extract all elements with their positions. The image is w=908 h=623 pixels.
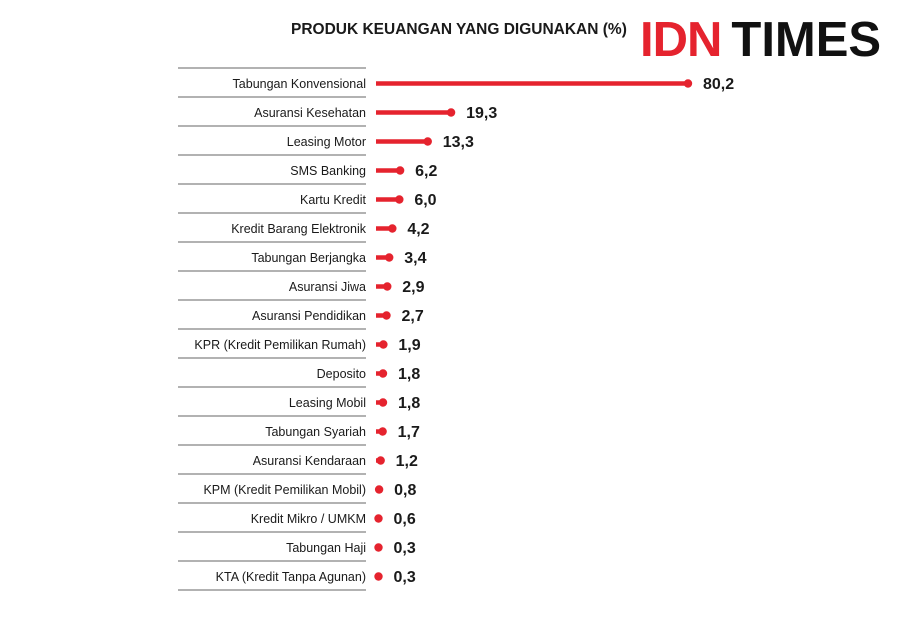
value-label: 13,3 xyxy=(443,134,474,151)
bar-dot xyxy=(423,137,432,146)
value-label: 1,8 xyxy=(398,395,420,412)
value-label: 4,2 xyxy=(407,221,429,238)
bar-dot xyxy=(378,398,388,407)
category-label: Tabungan Haji xyxy=(286,541,366,555)
category-label: Asuransi Kendaraan xyxy=(253,454,366,468)
category-label: Kredit Barang Elektronik xyxy=(231,222,367,236)
category-label: Tabungan Konvensional xyxy=(233,77,366,91)
value-label: 0,8 xyxy=(394,482,416,499)
bar-dot xyxy=(374,485,384,494)
value-label: 0,6 xyxy=(394,511,416,528)
logo-times-text: TIMES xyxy=(731,13,882,67)
value-label: 19,3 xyxy=(466,105,497,122)
category-label: Asuransi Jiwa xyxy=(289,280,366,294)
category-label: KTA (Kredit Tanpa Agunan) xyxy=(216,570,366,584)
value-label: 1,8 xyxy=(398,366,420,383)
category-label: Leasing Motor xyxy=(287,135,366,149)
value-label: 1,9 xyxy=(398,337,420,354)
category-label: SMS Banking xyxy=(290,164,366,178)
category-label: Asuransi Kesehatan xyxy=(254,106,366,120)
category-label: Kartu Kredit xyxy=(300,193,367,207)
bar-dot xyxy=(374,572,383,581)
category-label: Leasing Mobil xyxy=(289,396,366,410)
value-label: 2,9 xyxy=(402,279,424,296)
value-label: 3,4 xyxy=(404,250,426,267)
category-label: Tabungan Berjangka xyxy=(251,251,366,265)
value-label: 6,0 xyxy=(414,192,436,209)
bar-dot xyxy=(374,514,383,523)
chart-title: PRODUK KEUANGAN YANG DIGUNAKAN (%) xyxy=(291,21,627,38)
value-label: 0,3 xyxy=(394,540,416,557)
value-label: 80,2 xyxy=(703,76,734,93)
bar-dot xyxy=(378,427,387,436)
category-label: KPR (Kredit Pemilikan Rumah) xyxy=(194,338,366,352)
bar-dot xyxy=(395,195,404,204)
bar-dot xyxy=(395,166,405,175)
category-label: Asuransi Pendidikan xyxy=(252,309,366,323)
logo-idn-text: IDN xyxy=(640,13,722,67)
bar-dot xyxy=(388,224,397,233)
bar-dot xyxy=(374,543,383,552)
bar-dot xyxy=(379,340,388,349)
value-label: 2,7 xyxy=(402,308,424,325)
bar-dot xyxy=(683,79,693,88)
bar-dot xyxy=(378,369,388,378)
idn-times-logo: IDN TIMES xyxy=(636,10,882,70)
value-label: 6,2 xyxy=(415,163,437,180)
category-label: KPM (Kredit Pemilikan Mobil) xyxy=(203,483,366,497)
value-label: 1,2 xyxy=(396,453,418,470)
bar-dot xyxy=(383,282,392,291)
value-label: 1,7 xyxy=(398,424,420,441)
value-label: 0,3 xyxy=(394,569,416,586)
bar-dot xyxy=(382,311,391,320)
bar-dot xyxy=(446,108,456,117)
category-label: Deposito xyxy=(317,367,366,381)
bar-dot xyxy=(385,253,394,262)
category-label: Tabungan Syariah xyxy=(265,425,366,439)
category-label: Kredit Mikro / UMKM xyxy=(251,512,366,526)
bar-dot xyxy=(376,456,385,465)
